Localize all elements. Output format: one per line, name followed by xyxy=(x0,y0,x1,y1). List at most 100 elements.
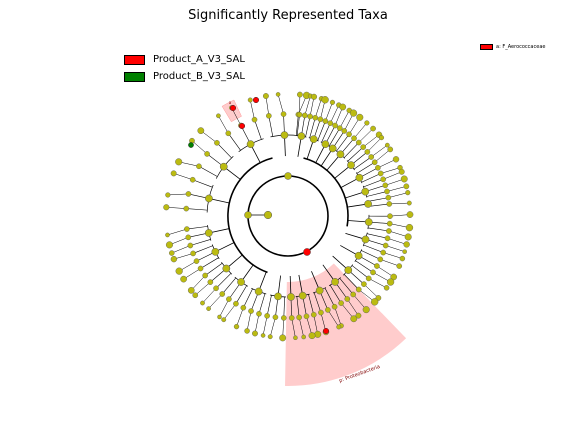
node-order xyxy=(183,205,190,212)
node-leaf xyxy=(163,204,170,211)
node-class xyxy=(205,194,213,203)
branch xyxy=(368,278,387,289)
node-phylum xyxy=(244,211,252,219)
node-leaf xyxy=(262,93,269,99)
node-leaf xyxy=(233,323,240,330)
node-class xyxy=(246,140,255,149)
branch xyxy=(219,299,230,318)
node-leaf xyxy=(370,125,376,132)
branch xyxy=(327,309,339,328)
branch xyxy=(167,228,187,236)
node-leaf xyxy=(396,263,403,269)
node-leaf xyxy=(170,255,178,263)
node-class xyxy=(211,247,220,256)
branch xyxy=(386,186,407,192)
branch xyxy=(328,127,341,147)
branch xyxy=(173,253,194,260)
node-phylum xyxy=(284,172,292,180)
node-leaf xyxy=(252,330,258,337)
branch xyxy=(363,179,384,188)
node-leaf xyxy=(169,250,175,256)
node-order xyxy=(382,242,389,249)
node-enriched-b xyxy=(188,142,194,148)
node-leaf xyxy=(355,312,362,319)
node-order xyxy=(364,149,371,155)
node-enriched-a xyxy=(229,104,237,112)
branch xyxy=(334,306,342,326)
branch xyxy=(191,140,208,155)
branch xyxy=(208,293,223,309)
clade-key-swatch xyxy=(480,44,493,50)
node-order xyxy=(296,314,302,321)
branch xyxy=(200,257,219,269)
node-class xyxy=(344,266,353,274)
clade-highlight-a xyxy=(221,99,242,123)
node-leaf xyxy=(216,113,221,119)
node-order xyxy=(197,265,204,272)
branch xyxy=(329,285,342,304)
branch xyxy=(254,313,260,334)
branch xyxy=(204,263,223,276)
node-class xyxy=(364,200,372,208)
node-leaf xyxy=(403,241,410,248)
node-order xyxy=(360,144,367,150)
node-leaf xyxy=(206,306,211,311)
branch xyxy=(215,273,232,289)
clade-label-a: a xyxy=(229,100,232,105)
branch xyxy=(351,265,369,279)
branch xyxy=(368,203,390,207)
node-leaf xyxy=(378,135,385,141)
node-order xyxy=(386,201,393,207)
branch xyxy=(183,268,201,280)
node-order xyxy=(368,154,374,160)
node-leaf xyxy=(362,306,370,314)
node-order xyxy=(331,303,338,310)
branch xyxy=(298,317,304,338)
node-leaf xyxy=(349,109,358,117)
branch xyxy=(367,137,382,153)
branch xyxy=(295,114,299,136)
node-order xyxy=(248,308,254,314)
node-leaf xyxy=(247,97,253,103)
node-leaf xyxy=(260,333,266,338)
node-leaf xyxy=(404,233,412,241)
node-order xyxy=(302,112,308,119)
node-order xyxy=(346,131,352,138)
node-order xyxy=(387,213,393,219)
node-leaf xyxy=(165,232,170,238)
branch xyxy=(313,292,322,313)
node-class xyxy=(254,287,263,296)
branch xyxy=(202,288,217,304)
node-class xyxy=(336,150,345,159)
node-order xyxy=(351,135,357,142)
branch xyxy=(387,238,407,245)
branch xyxy=(339,110,350,129)
branch xyxy=(358,128,374,143)
clade-key-label: a: F_Aerococcaceae xyxy=(496,44,546,50)
node-class xyxy=(364,218,373,226)
node-order xyxy=(193,258,200,264)
branch xyxy=(315,98,322,118)
node-leaf xyxy=(165,241,173,249)
node-leaf xyxy=(221,317,227,323)
node-leaf xyxy=(405,190,411,196)
branch xyxy=(376,265,394,278)
branch xyxy=(330,104,340,124)
node-leaf xyxy=(403,183,410,190)
branch xyxy=(167,193,189,196)
node-order xyxy=(280,315,287,321)
branch xyxy=(296,296,300,318)
node-order xyxy=(377,170,384,177)
node-order xyxy=(382,182,389,189)
node-class xyxy=(219,162,228,171)
node-order xyxy=(225,130,232,137)
node-order xyxy=(202,272,208,279)
node-order xyxy=(365,275,372,282)
node-class xyxy=(222,264,231,273)
branch xyxy=(339,278,354,295)
node-leaf xyxy=(187,287,195,294)
branch xyxy=(235,285,247,304)
branch xyxy=(380,259,400,267)
branch xyxy=(308,294,315,315)
node-enriched-a xyxy=(238,122,246,130)
